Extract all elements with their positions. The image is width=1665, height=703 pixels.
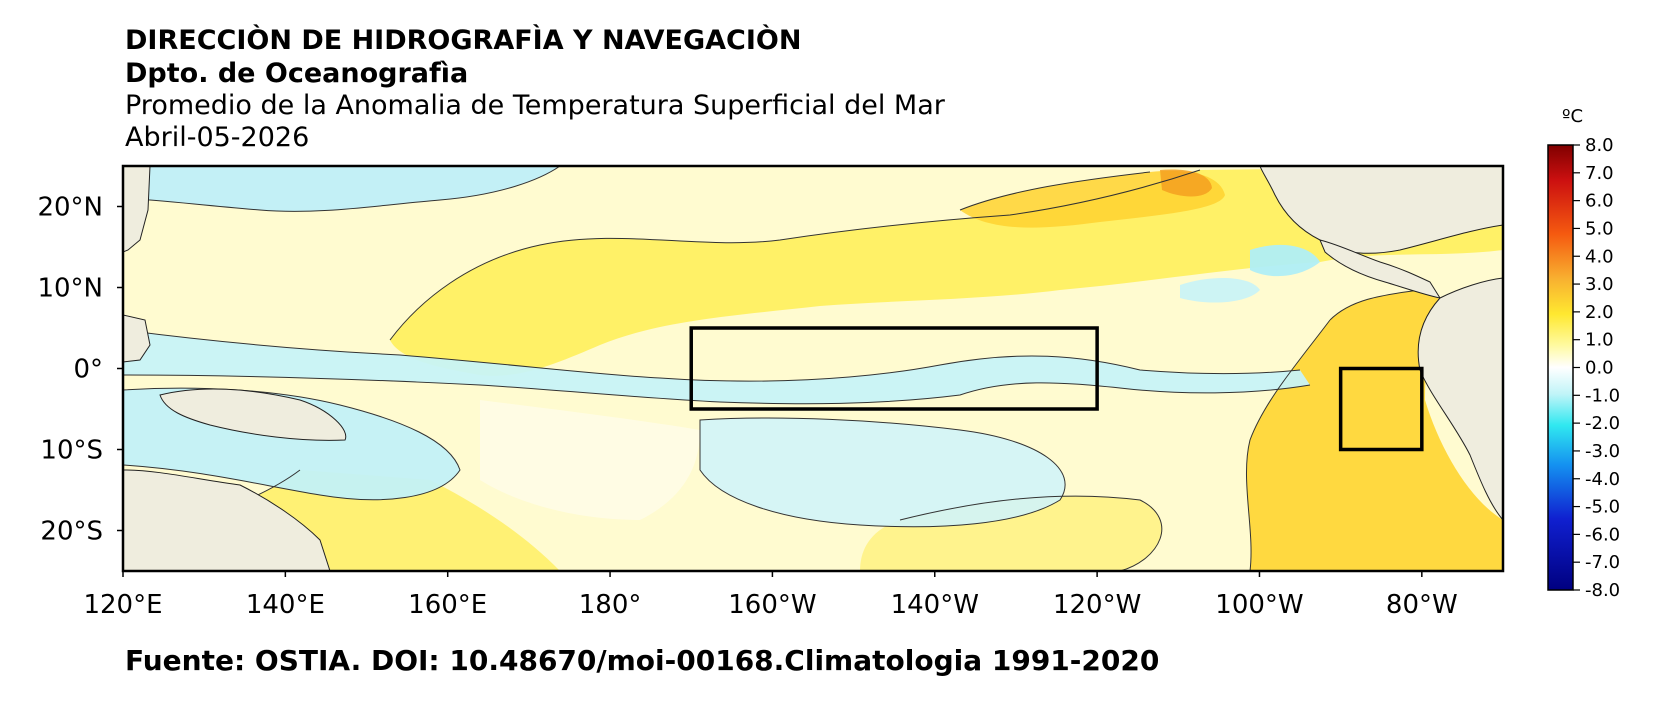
lat-tick-label: 20°S (40, 517, 103, 547)
warm-anomaly-northeast (960, 170, 1225, 228)
colorbar-tick-label: 1.0 (1585, 330, 1614, 351)
warm-anomaly-peak (1160, 169, 1212, 197)
title-date: Abril-05-2026 (125, 122, 310, 153)
lon-tick-label: 100°W (1215, 590, 1303, 620)
data-source-note: Fuente: OSTIA. DOI: 10.48670/moi-00168.C… (125, 644, 1160, 677)
title-department: Dpto. de Oceanografìa (125, 58, 469, 89)
title-block: DIRECCIÒN DE HIDROGRAFÌA Y NAVEGACIÒN Dp… (125, 24, 945, 154)
sst-anomaly-map: 120°E 140°E 160°E 180° 160°W 140°W 120°W 100°W 8… (37, 164, 1505, 620)
lon-tick-label: 80°W (1386, 590, 1458, 620)
longitude-axis: 120°E 140°E 160°E 180° 160°W 140°W 120°W 100°W 8… (83, 571, 1458, 620)
lon-tick-label: 120°W (1053, 590, 1141, 620)
lat-tick-label: 10°N (37, 274, 103, 304)
lon-tick-label: 140°E (246, 590, 325, 620)
contour-line (1329, 289, 1421, 321)
land-indonesia-borneo (123, 314, 151, 363)
anomaly-layer (123, 166, 1503, 571)
cool-anomaly-gulf-panama (1250, 244, 1320, 277)
lat-tick-label: 0° (73, 355, 103, 385)
colorbar-tick-label: 0.0 (1585, 358, 1614, 379)
colorbar-tick-label: 8.0 (1585, 135, 1614, 156)
contour-line (1245, 319, 1331, 571)
lon-tick-label: 140°W (891, 590, 979, 620)
latitude-axis: 20°N 10°N 0° 10°S 20°S (37, 193, 123, 547)
colorbar-tick-label: 2.0 (1585, 302, 1614, 323)
colorbar-tick-label: 4.0 (1585, 246, 1614, 267)
contour-line (123, 329, 1301, 382)
contour-line (959, 171, 1151, 211)
cool-anomaly-northwest (123, 166, 560, 212)
warm-anomaly-north (390, 166, 1503, 376)
colorbar-tick-label: 7.0 (1585, 163, 1614, 184)
title-agency: DIRECCIÒN DE HIDROGRAFÌA Y NAVEGACIÒN (125, 25, 802, 56)
colorbar-tick-label: -2.0 (1585, 413, 1620, 434)
colorbar-tick-label: -8.0 (1585, 580, 1620, 601)
nino-3-4-box (689, 326, 1099, 411)
lon-tick-label: 120°E (83, 590, 162, 620)
lon-tick-label: 160°E (408, 590, 487, 620)
colorbar: ºC 8.0 7.0 6.0 5.0 4.0 3.0 2.0 1.0 0.0 -1.0 -2.0 -3… (1547, 106, 1620, 601)
land-australia (123, 469, 331, 571)
colorbar-tick-label: -6.0 (1585, 524, 1620, 545)
lon-tick-label: 180° (579, 590, 642, 620)
colorbar-tick-label: -3.0 (1585, 441, 1620, 462)
contour-lines (123, 166, 1421, 571)
lat-tick-label: 10°S (40, 436, 103, 466)
colorbar-tick-label: -7.0 (1585, 552, 1620, 573)
nino-region-boxes (689, 326, 1424, 452)
cool-anomaly-east-north (1180, 278, 1260, 303)
colorbar-tick-label: 3.0 (1585, 274, 1614, 295)
lat-tick-label: 20°N (37, 193, 103, 223)
land-south-america (1417, 277, 1503, 521)
land-new-guinea (159, 388, 347, 441)
contour-line (123, 387, 461, 501)
neutral-anomaly-band (480, 400, 700, 520)
colorbar-ticks: 8.0 7.0 6.0 5.0 4.0 3.0 2.0 1.0 0.0 -1.0 -2.0 -3.0 -… (1573, 135, 1620, 601)
colorbar-tick-label: -1.0 (1585, 385, 1620, 406)
warm-anomaly-peru-coast (1246, 290, 1503, 571)
contour-line (699, 417, 1066, 528)
contour-line (899, 495, 1163, 571)
land-philippines-borneo (123, 166, 151, 253)
nino-1-2-box (1338, 366, 1424, 452)
colorbar-tick-label: 5.0 (1585, 218, 1614, 239)
colorbar-unit: ºC (1562, 106, 1583, 127)
cool-anomaly-south-central (700, 418, 1066, 527)
colorbar-tick-label: -4.0 (1585, 469, 1620, 490)
colorbar-gradient (1547, 144, 1574, 591)
title-product: Promedio de la Anomalia de Temperatura S… (125, 90, 945, 121)
colorbar-tick-label: -5.0 (1585, 497, 1620, 518)
contour-line (389, 169, 1201, 341)
contour-line (123, 166, 561, 212)
land-layer (123, 166, 1503, 571)
colorbar-tick-label: 6.0 (1585, 191, 1614, 212)
lon-tick-label: 160°W (728, 590, 816, 620)
cool-anomaly-equatorial (123, 330, 1310, 404)
contour-line (123, 374, 1311, 405)
